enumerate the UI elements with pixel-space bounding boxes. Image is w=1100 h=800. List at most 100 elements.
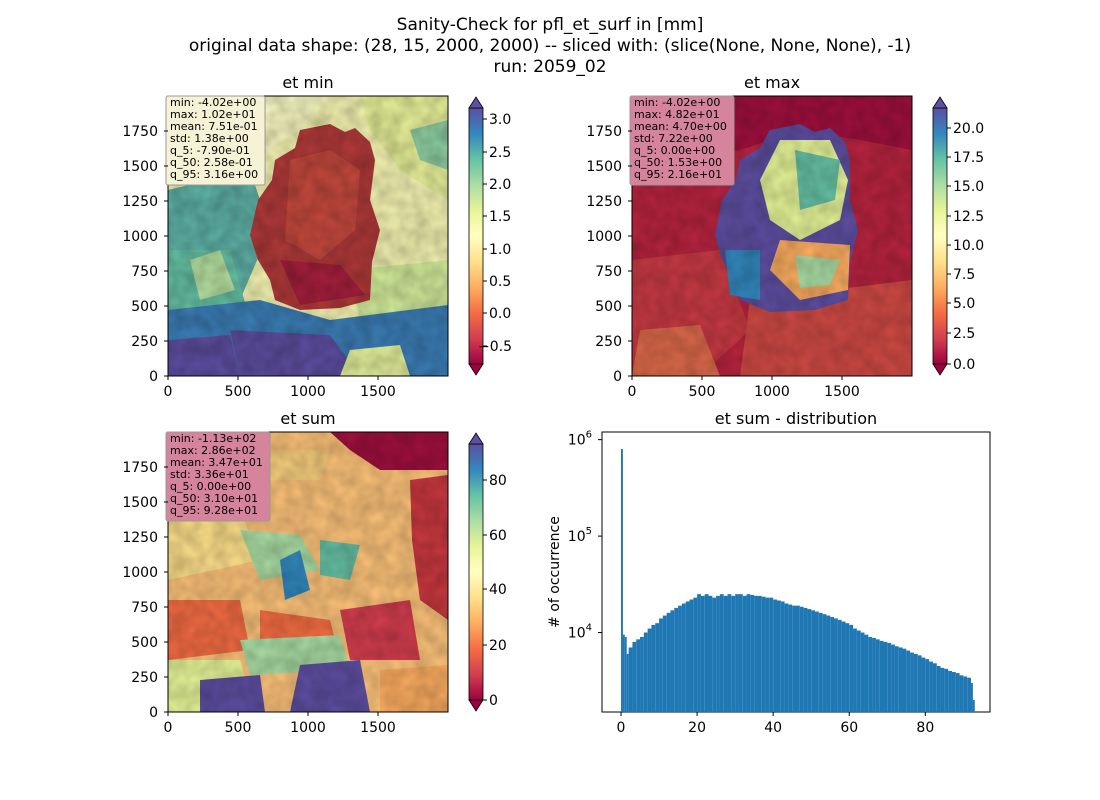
x-tick-label: 0 [617,720,626,736]
histogram-bar [796,605,800,712]
histogram-bar [815,611,819,712]
y-tick-label: 1500 [586,159,622,175]
colorbar-tick: 3.0 [489,112,511,128]
colorbar-tick: 2.0 [489,177,511,193]
histogram-bar [936,665,941,712]
y-tick-label: 250 [131,334,158,350]
histogram-bar [727,594,732,712]
histogram-bar [944,668,949,712]
stat-q50: q_50: 3.10e+01 [170,492,258,505]
y-tick-label: 104 [568,623,592,642]
histogram-bar [860,632,865,712]
histogram-bar [780,601,785,712]
stat-std: std: 3.36e+01 [170,468,249,481]
suptitle-line-3: run: 2059_02 [493,57,606,77]
colorbar-tick: 1.5 [489,209,511,225]
y-axis-et-min: 0 250 500 750 1000 1250 1500 1750 [122,124,168,385]
colorbar-tick: 40 [489,582,507,598]
stat-max: max: 4.82e+01 [634,108,720,121]
histogram-bar [738,594,743,712]
stats-box-et-max: min: -4.02e+00 max: 4.82e+01 mean: 4.70e… [629,95,735,186]
x-tick-label: 500 [225,384,252,400]
histogram-bar [693,597,698,712]
histogram-bar [913,653,918,712]
histogram-bar [910,652,914,712]
y-axis-label: # of occurrence [547,516,563,628]
panel-title-et-min: et min [282,73,333,92]
histogram-bar [784,603,789,712]
y-axis-et-sum: 0 250 500 750 1000 1250 1500 1750 [122,460,168,721]
x-tick-label: 1000 [754,384,790,400]
x-tick-label: 60 [840,720,858,736]
colorbar-tick: −0.5 [478,339,512,355]
histogram-bar [681,603,686,712]
y-tick-label: 1000 [122,565,158,581]
histogram-bar [651,624,656,712]
suptitle-line-1: Sanity-Check for pfl_et_surf in [mm] [397,15,704,35]
x-axis-et-max: 0 500 1000 1500 [628,376,860,400]
colorbar-tick: 1.0 [489,242,511,258]
histogram-bar [929,661,933,712]
histogram-bar [868,636,873,712]
histogram-bar [666,612,671,712]
histogram-bar [788,604,793,712]
x-tick-label: 0 [628,384,637,400]
histogram-bar [883,641,888,712]
histogram-bar [621,448,623,712]
stat-q95: q_95: 3.16e+00 [170,168,258,181]
y-tick-label: 500 [595,299,622,315]
histogram-bar [799,606,804,712]
x-tick-label: 80 [916,720,934,736]
histogram-bar [940,667,945,712]
stat-mean: mean: 7.51e-01 [170,120,258,133]
x-tick-label: 20 [688,720,706,736]
colorbar-tick: 12.5 [953,209,984,225]
histogram-bar [822,614,827,712]
colorbar-et-max: 20.0 17.5 15.0 12.5 10.0 7.5 5.0 2.5 0.0 [932,96,984,376]
histogram-bar [887,642,892,712]
panel-title-et-sum: et sum [280,409,335,428]
histogram-bar [750,595,755,712]
x-tick-label: 500 [689,384,716,400]
histogram-bar [647,628,652,712]
y-tick-label: 250 [595,334,622,350]
histogram-bar [967,677,971,712]
panel-title-distribution: et sum - distribution [715,409,877,428]
colorbar-tick: 0.0 [489,306,511,322]
y-tick-label: 750 [131,600,158,616]
colorbar-tick: 2.5 [953,326,975,342]
histogram-bar [807,609,812,712]
histogram-bar [921,657,926,712]
y-axis-distribution: 106 105 104 [568,430,602,642]
histogram-bar [837,619,842,712]
histogram-bar [704,594,709,712]
x-tick-label: 1500 [360,384,396,400]
stat-q5: q_5: -7.90e-01 [170,144,250,157]
histogram-bar [632,641,637,712]
histogram-bar [951,671,956,712]
x-axis-et-sum: 0 500 1000 1500 [164,712,396,736]
histogram-bar [830,616,835,712]
y-tick-label: 1250 [122,194,158,210]
histogram-bar [731,595,736,712]
histogram-bar [735,594,739,712]
heatmap-et-min [168,96,448,376]
stat-q5: q_5: 0.00e+00 [170,480,251,493]
histogram-bar [879,640,884,712]
histogram-bar [659,618,663,712]
histogram-bar [754,595,758,712]
histogram-bar [689,599,694,712]
y-tick-label: 1500 [122,495,158,511]
histogram-bar [856,630,861,712]
stat-q95: q_95: 9.28e+01 [170,504,258,517]
stat-min: min: -4.02e+00 [634,96,720,109]
suptitle-line-2: original data shape: (28, 15, 2000, 2000… [189,36,911,56]
histogram-bar [685,601,690,712]
y-tick-label: 0 [149,705,158,721]
colorbar-tick: 17.5 [953,150,984,166]
y-tick-label: 750 [595,264,622,280]
histogram-bars [621,448,975,712]
histogram-bar [719,594,724,712]
histogram-bar [708,595,713,712]
